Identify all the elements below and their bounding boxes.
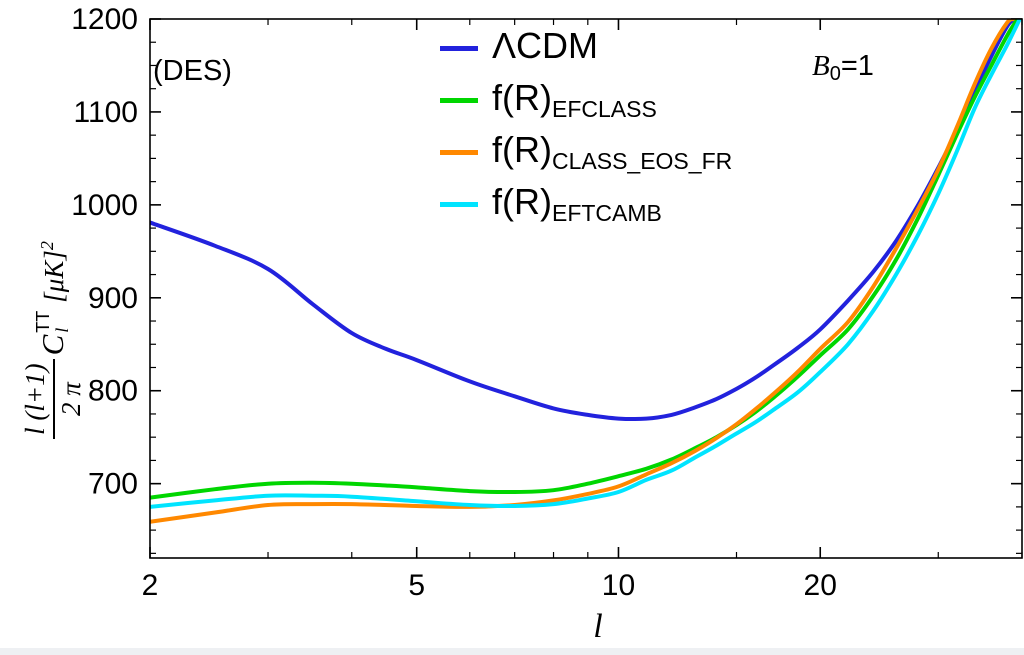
legend-swatch-fr-eftcamb — [440, 202, 478, 207]
cl-subscript: l — [52, 327, 72, 333]
legend-item-fr-eftcamb: f(R)EFTCAMB — [440, 184, 732, 225]
annotation-des-text: (DES) — [153, 55, 232, 87]
svg-text:20: 20 — [804, 569, 837, 602]
svg-text:800: 800 — [88, 375, 138, 408]
bottom-strip — [0, 648, 1024, 655]
legend-label-fr-eftcamb: f(R)EFTCAMB — [492, 184, 662, 225]
legend-label-lcdm: ΛCDM — [492, 28, 598, 69]
annotation-b0-base: B — [812, 50, 830, 82]
units-base: [μK] — [38, 250, 69, 303]
y-axis-label: l (l+1) 2 π C TT l [μK]2 — [19, 175, 87, 505]
legend-swatch-fr-class-eos-fr — [440, 150, 478, 155]
svg-text:5: 5 — [408, 569, 425, 602]
annotation-b0-subscript: 0 — [829, 63, 841, 85]
annotation-b0-value: =1 — [840, 50, 874, 82]
legend-swatch-lcdm — [440, 46, 478, 51]
units-exponent: 2 — [36, 241, 57, 251]
svg-text:1200: 1200 — [71, 3, 138, 36]
legend-text: f(R) — [492, 129, 552, 170]
svg-text:700: 700 — [88, 468, 138, 501]
cl-superscript: TT — [33, 310, 54, 333]
legend-subscript: EFTCAMB — [551, 200, 662, 226]
legend-text: f(R) — [492, 181, 552, 222]
y-axis-label-fraction: l (l+1) 2 π — [19, 359, 87, 439]
x-axis-label-text: l — [593, 608, 603, 645]
legend-label-fr-efclass: f(R)EFCLASS — [492, 80, 657, 121]
x-axis-label: l — [578, 608, 618, 646]
svg-text:1000: 1000 — [71, 189, 138, 222]
legend-text: f(R) — [492, 77, 552, 118]
legend-swatch-fr-efclass — [440, 98, 478, 103]
fraction-numerator: l (l+1) — [19, 359, 55, 439]
legend-subscript: EFCLASS — [551, 96, 657, 122]
svg-text:10: 10 — [602, 569, 635, 602]
cl-scripts: TT l — [33, 310, 72, 333]
svg-text:1100: 1100 — [73, 96, 138, 129]
y-axis-label-cl-term: C TT l — [33, 310, 72, 356]
legend-text: ΛCDM — [492, 25, 599, 66]
legend: ΛCDM f(R)EFCLASS f(R)CLASS_EOS_FR f(R)EF… — [440, 28, 732, 225]
legend-item-fr-class-eos-fr: f(R)CLASS_EOS_FR — [440, 132, 732, 173]
legend-subscript: CLASS_EOS_FR — [551, 148, 733, 174]
legend-item-fr-efclass: f(R)EFCLASS — [440, 80, 732, 121]
legend-item-lcdm: ΛCDM — [440, 28, 732, 69]
annotation-des: (DES) — [153, 57, 232, 86]
svg-text:900: 900 — [88, 282, 138, 315]
annotation-b0: B0=1 — [812, 50, 874, 85]
fraction-denominator: 2 π — [55, 382, 86, 417]
svg-text:2: 2 — [142, 569, 159, 602]
y-axis-label-units: [μK]2 — [37, 241, 70, 303]
cl-symbol: C — [35, 334, 70, 356]
legend-label-fr-class-eos-fr: f(R)CLASS_EOS_FR — [492, 132, 732, 173]
